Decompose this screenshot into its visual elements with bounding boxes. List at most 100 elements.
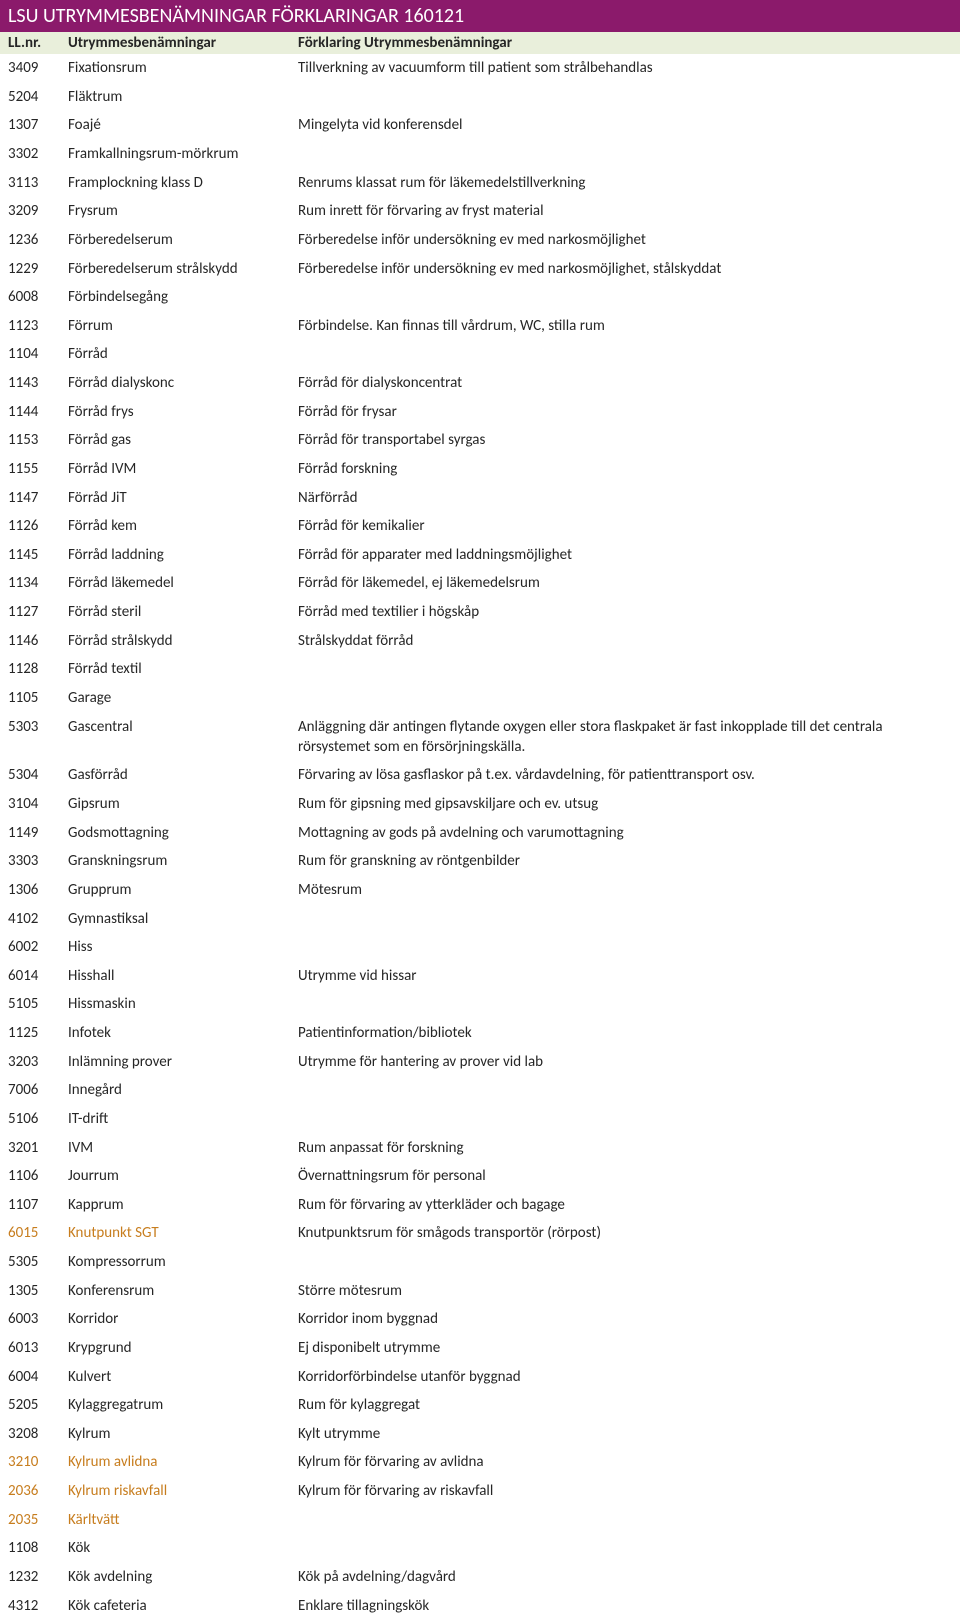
cell-desc (298, 87, 952, 107)
cell-name: Kylrum (68, 1424, 298, 1444)
cell-name: Gymnastiksal (68, 909, 298, 929)
page-title: LSU UTRYMMESBENÄMNINGAR FÖRKLARINGAR 160… (0, 0, 960, 32)
cell-name: Förrum (68, 316, 298, 336)
cell-desc: Förberedelse inför undersökning ev med n… (298, 230, 952, 250)
cell-name: Godsmottagning (68, 823, 298, 843)
cell-nr: 5106 (8, 1109, 68, 1129)
cell-nr: 6013 (8, 1338, 68, 1358)
table-row: 3201IVMRum anpassat för forskning (0, 1133, 960, 1162)
cell-name: Förberedelserum strålskydd (68, 259, 298, 279)
cell-desc: Utrymme för hantering av prover vid lab (298, 1052, 952, 1072)
table-row: 3208KylrumKylt utrymme (0, 1420, 960, 1449)
cell-nr: 1144 (8, 402, 68, 422)
table-row: 4102Gymnastiksal (0, 904, 960, 933)
cell-nr: 1125 (8, 1023, 68, 1043)
cell-desc (298, 144, 952, 164)
cell-name: Grupprum (68, 880, 298, 900)
cell-nr: 1127 (8, 602, 68, 622)
cell-desc: Förråd forskning (298, 459, 952, 479)
cell-name: IT-drift (68, 1109, 298, 1129)
cell-name: Fixationsrum (68, 58, 298, 78)
cell-name: Kök (68, 1538, 298, 1558)
table-row: 3209FrysrumRum inrett för förvaring av f… (0, 197, 960, 226)
cell-name: Kärltvätt (68, 1510, 298, 1530)
cell-desc: Kylrum för förvaring av avlidna (298, 1452, 952, 1472)
table-row: 2035Kärltvätt (0, 1506, 960, 1535)
cell-desc: Rum för kylaggregat (298, 1395, 952, 1415)
table-row: 1106JourrumÖvernattningsrum för personal (0, 1162, 960, 1191)
cell-nr: 6002 (8, 937, 68, 957)
cell-nr: 5205 (8, 1395, 68, 1415)
cell-nr: 1147 (8, 488, 68, 508)
cell-name: Knutpunkt SGT (68, 1223, 298, 1243)
cell-desc (298, 1252, 952, 1272)
table-row: 1147Förråd JiTNärförråd (0, 483, 960, 512)
cell-nr: 3208 (8, 1424, 68, 1444)
cell-name: Förbindelsegång (68, 287, 298, 307)
cell-desc (298, 1109, 952, 1129)
cell-desc: Enklare tillagningskök (298, 1596, 952, 1616)
cell-nr: 7006 (8, 1080, 68, 1100)
table-row: 3303GranskningsrumRum för granskning av … (0, 847, 960, 876)
table-row: 5105Hissmaskin (0, 990, 960, 1019)
cell-name: Hissmaskin (68, 994, 298, 1014)
cell-desc: Korridor inom byggnad (298, 1309, 952, 1329)
table-row: 4312Kök cafeteriaEnklare tillagningskök (0, 1591, 960, 1620)
cell-nr: 1108 (8, 1538, 68, 1558)
cell-desc (298, 909, 952, 929)
table-row: 1145Förråd laddningFörråd för apparater … (0, 541, 960, 570)
cell-name: Gascentral (68, 717, 298, 758)
cell-desc: Strålskyddat förråd (298, 631, 952, 651)
table-row: 6003KorridorKorridor inom byggnad (0, 1305, 960, 1334)
cell-name: Kylaggregatrum (68, 1395, 298, 1415)
cell-desc: Kylt utrymme (298, 1424, 952, 1444)
cell-desc (298, 1510, 952, 1530)
table-row: 3409FixationsrumTillverkning av vacuumfo… (0, 54, 960, 83)
table-row: 1127Förråd sterilFörråd med textilier i … (0, 598, 960, 627)
table-row: 3113Framplockning klass DRenrums klassat… (0, 169, 960, 198)
cell-nr: 1104 (8, 344, 68, 364)
cell-desc: Övernattningsrum för personal (298, 1166, 952, 1186)
cell-nr: 3209 (8, 201, 68, 221)
table-row: 6015Knutpunkt SGTKnutpunktsrum för smågo… (0, 1219, 960, 1248)
table-row: 1123FörrumFörbindelse. Kan finnas till v… (0, 312, 960, 341)
cell-name: Förberedelserum (68, 230, 298, 250)
cell-desc (298, 1080, 952, 1100)
table-row: 5204Fläktrum (0, 83, 960, 112)
table-row: 6014HisshallUtrymme vid hissar (0, 962, 960, 991)
table-row: 1146Förråd strålskyddStrålskyddat förråd (0, 627, 960, 656)
table-row: 1143Förråd dialyskoncFörråd för dialysko… (0, 369, 960, 398)
table-row: 1108Kök (0, 1534, 960, 1563)
cell-desc: Förråd för kemikalier (298, 516, 952, 536)
cell-name: Förråd gas (68, 430, 298, 450)
cell-desc: Mingelyta vid konferensdel (298, 115, 952, 135)
cell-name: Framkallningsrum-mörkrum (68, 144, 298, 164)
cell-nr: 1236 (8, 230, 68, 250)
cell-name: Korridor (68, 1309, 298, 1329)
table-header-row: LL.nr. Utrymmesbenämningar Förklaring Ut… (0, 32, 960, 54)
cell-nr: 6015 (8, 1223, 68, 1243)
header-name: Utrymmesbenämningar (68, 34, 298, 52)
table-row: 1153Förråd gasFörråd för transportabel s… (0, 426, 960, 455)
cell-nr: 1153 (8, 430, 68, 450)
table-row: 1128Förråd textil (0, 655, 960, 684)
table-row: 3203Inlämning proverUtrymme för hanterin… (0, 1048, 960, 1077)
cell-nr: 1305 (8, 1281, 68, 1301)
table-row: 5304GasförrådFörvaring av lösa gasflasko… (0, 761, 960, 790)
cell-desc: Utrymme vid hissar (298, 966, 952, 986)
cell-desc: Större mötesrum (298, 1281, 952, 1301)
table-row: 5303GascentralAnläggning där antingen fl… (0, 712, 960, 761)
cell-nr: 5304 (8, 765, 68, 785)
table-row: 2036Kylrum riskavfallKylrum för förvarin… (0, 1477, 960, 1506)
cell-nr: 2035 (8, 1510, 68, 1530)
cell-nr: 1123 (8, 316, 68, 336)
cell-desc: Mötesrum (298, 880, 952, 900)
cell-desc: Kök på avdelning/dagvård (298, 1567, 952, 1587)
cell-desc: Närförråd (298, 488, 952, 508)
cell-nr: 1145 (8, 545, 68, 565)
cell-desc: Förråd för apparater med laddningsmöjlig… (298, 545, 952, 565)
cell-nr: 6004 (8, 1367, 68, 1387)
cell-nr: 1106 (8, 1166, 68, 1186)
table-row: 1107KapprumRum för förvaring av ytterklä… (0, 1191, 960, 1220)
table-row: 5106IT-drift (0, 1105, 960, 1134)
